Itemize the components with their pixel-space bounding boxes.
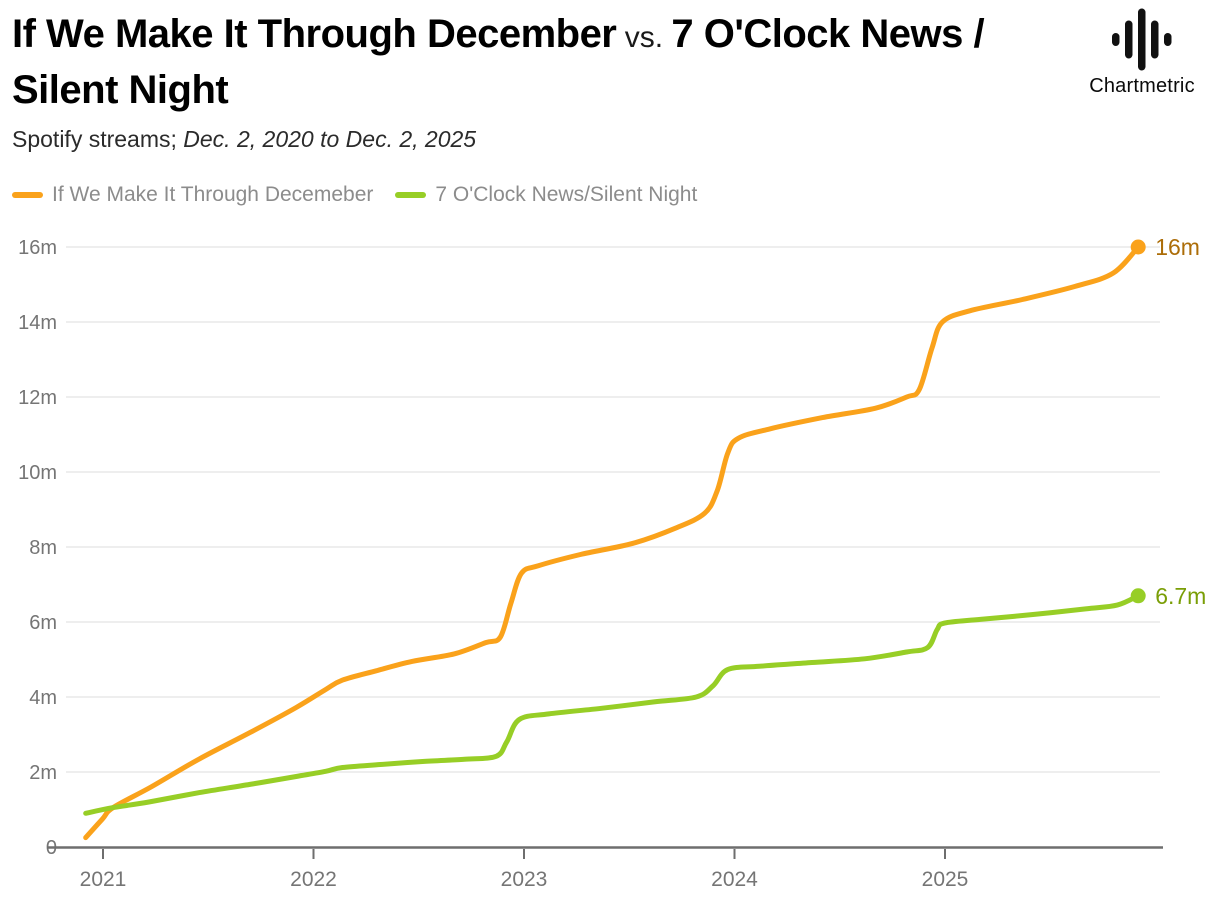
subtitle-date-range: Dec. 2, 2020 to Dec. 2, 2025 bbox=[183, 126, 477, 152]
x-axis-tick-label: 2024 bbox=[711, 868, 758, 891]
x-axis-tick-label: 2022 bbox=[290, 868, 337, 891]
series-end-value-label-0: 16m bbox=[1155, 234, 1200, 260]
y-axis-tick-label: 16m bbox=[18, 237, 57, 259]
y-axis-tick-label: 10m bbox=[18, 462, 57, 484]
series-end-value-label-1: 6.7m bbox=[1155, 583, 1206, 609]
y-axis-tick-label: 4m bbox=[29, 687, 57, 709]
series-line-1 bbox=[83, 593, 1141, 816]
y-axis-tick-label: 14m bbox=[18, 312, 57, 334]
page-title: If We Make It Through December vs. 7 O'C… bbox=[12, 8, 1042, 116]
legend-item-song-a[interactable]: If We Make It Through Decemeber bbox=[12, 183, 373, 207]
title-vs-text: vs. bbox=[616, 21, 672, 54]
chart-subtitle: Spotify streams; Dec. 2, 2020 to Dec. 2,… bbox=[12, 126, 476, 153]
chartmetric-logo-text: Chartmetric bbox=[1089, 75, 1195, 97]
legend-swatch-orange bbox=[12, 192, 43, 198]
chartmetric-waveform-icon bbox=[1112, 8, 1172, 71]
y-axis-tick-label: 2m bbox=[29, 762, 57, 784]
series-end-dot-0 bbox=[1130, 239, 1146, 255]
legend-item-song-b[interactable]: 7 O'Clock News/Silent Night bbox=[395, 183, 697, 207]
x-axis-tick-label: 2025 bbox=[922, 868, 969, 891]
legend-swatch-green bbox=[395, 192, 427, 198]
chart-legend: If We Make It Through Decemeber 7 O'Cloc… bbox=[12, 183, 697, 207]
chartmetric-logo: Chartmetric bbox=[1072, 8, 1212, 98]
subtitle-metric: Spotify streams; bbox=[12, 126, 184, 152]
x-axis-tick-label: 2023 bbox=[501, 868, 548, 891]
y-axis-tick-label: 6m bbox=[29, 612, 57, 634]
title-song-a: If We Make It Through December bbox=[12, 12, 617, 56]
y-axis-tick-label: 8m bbox=[29, 537, 57, 559]
legend-label-song-b: 7 O'Clock News/Silent Night bbox=[435, 183, 698, 206]
series-line-0 bbox=[83, 244, 1141, 841]
series-end-dot-1 bbox=[1130, 588, 1146, 604]
x-axis-tick-label: 2021 bbox=[80, 868, 127, 891]
y-axis-tick-label: 12m bbox=[18, 387, 57, 409]
title-song-b: 7 O'Clock News / Silent Night bbox=[12, 12, 985, 112]
legend-label-song-a: If We Make It Through Decemeber bbox=[52, 183, 374, 206]
